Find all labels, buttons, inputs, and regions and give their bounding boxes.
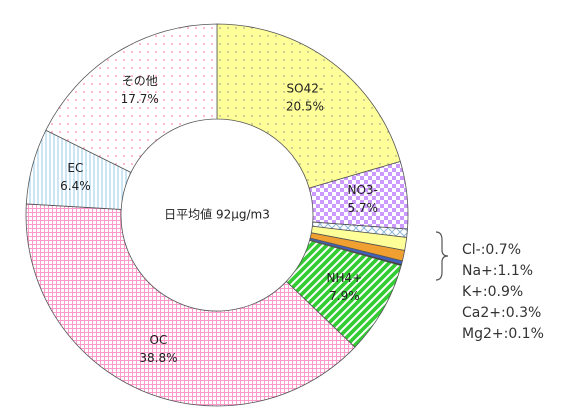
slice bbox=[45, 23, 218, 173]
slice-name: OC bbox=[150, 333, 168, 347]
brace bbox=[435, 231, 449, 281]
slice bbox=[25, 203, 356, 407]
slice-name: SO42- bbox=[287, 81, 324, 95]
side-value: :0.3% bbox=[501, 305, 541, 321]
side-value: :0.9% bbox=[483, 284, 523, 300]
slice-value: 7.9% bbox=[329, 289, 360, 303]
side-value: :1.1% bbox=[493, 263, 533, 279]
slice-value: 17.7% bbox=[121, 92, 159, 106]
side-name: Mg2+ bbox=[462, 326, 504, 342]
side-value: :0.1% bbox=[504, 326, 544, 342]
side-label: Na+:1.1% bbox=[462, 263, 533, 279]
side-name: K+ bbox=[462, 284, 483, 300]
side-name: Cl- bbox=[462, 242, 481, 258]
slice-value: 20.5% bbox=[286, 99, 324, 113]
slice-name: その他 bbox=[122, 74, 158, 88]
side-value: :0.7% bbox=[481, 242, 521, 258]
slice-value: 5.7% bbox=[347, 201, 378, 215]
slice-name: EC bbox=[67, 161, 83, 175]
slice bbox=[216, 23, 401, 189]
slice-value: 6.4% bbox=[60, 179, 91, 193]
side-name: Ca2+ bbox=[462, 305, 501, 321]
side-label: Ca2+:0.3% bbox=[462, 305, 541, 321]
slice-value: 38.8% bbox=[139, 351, 177, 365]
slice-name: NO3- bbox=[347, 183, 377, 197]
side-label: K+:0.9% bbox=[462, 284, 523, 300]
center-label: 日平均値 92μg/m3 bbox=[164, 207, 270, 222]
side-name: Na+ bbox=[462, 263, 493, 279]
side-label: Cl-:0.7% bbox=[462, 242, 521, 258]
side-label: Mg2+:0.1% bbox=[462, 326, 544, 342]
slice-name: NH4+ bbox=[327, 271, 363, 285]
